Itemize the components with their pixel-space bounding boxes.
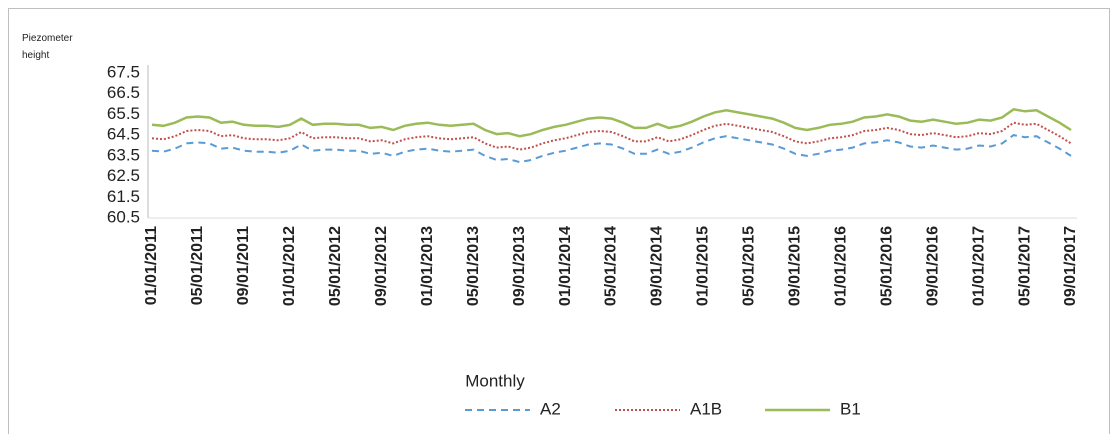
x-tick-label: 09/01/2015: [787, 226, 804, 306]
x-tick-label: 01/01/2016: [832, 226, 849, 306]
y-tick-label: 61.5: [107, 187, 140, 206]
y-axis-label: Piezometer height: [22, 33, 73, 61]
x-tick-label: 01/01/2015: [695, 226, 712, 306]
x-tick-label: 05/01/2014: [603, 226, 620, 306]
x-tick-label: 01/01/2013: [419, 226, 436, 306]
x-tick-label: 05/01/2013: [465, 226, 482, 306]
x-tick-label: 01/01/2017: [970, 226, 987, 306]
series-line: [151, 107, 1072, 138]
y-tick-label: 64.5: [107, 125, 140, 144]
x-tick-label: 09/01/2012: [373, 226, 390, 306]
x-tick-label: 05/01/2012: [327, 226, 344, 306]
x-tick-label: 05/01/2011: [189, 226, 206, 305]
y-tick-label: 62.5: [107, 166, 140, 185]
y-tick-label: 67.5: [107, 62, 140, 81]
x-tick-label: 09/01/2016: [924, 226, 941, 306]
x-tick-label: 05/01/2017: [1016, 226, 1033, 306]
x-axis-label: Monthly: [465, 371, 525, 390]
legend-label: B1: [840, 399, 861, 418]
y-tick-label: 60.5: [107, 207, 140, 226]
x-tick-label: 01/01/2014: [557, 226, 574, 306]
chart-frame: [8, 8, 1110, 434]
legend-label: A2: [540, 399, 561, 418]
x-tick-label: 09/01/2011: [235, 226, 252, 305]
x-tick-label: 09/01/2013: [511, 226, 528, 306]
y-tick-label: 65.5: [107, 104, 140, 123]
series-line: [151, 134, 1072, 164]
x-tick-label: 09/01/2014: [649, 226, 666, 306]
x-tick-label: 01/01/2012: [281, 226, 298, 306]
y-tick-label: 66.5: [107, 83, 140, 102]
y-tick-label: 63.5: [107, 145, 140, 164]
x-tick-label: 05/01/2016: [878, 226, 895, 306]
x-tick-label: 01/01/2011: [143, 226, 160, 305]
x-tick-label: 05/01/2015: [741, 226, 758, 306]
series-line: [151, 121, 1072, 151]
legend-label: A1B: [690, 399, 722, 418]
x-tick-label: 09/01/2017: [1062, 226, 1079, 306]
